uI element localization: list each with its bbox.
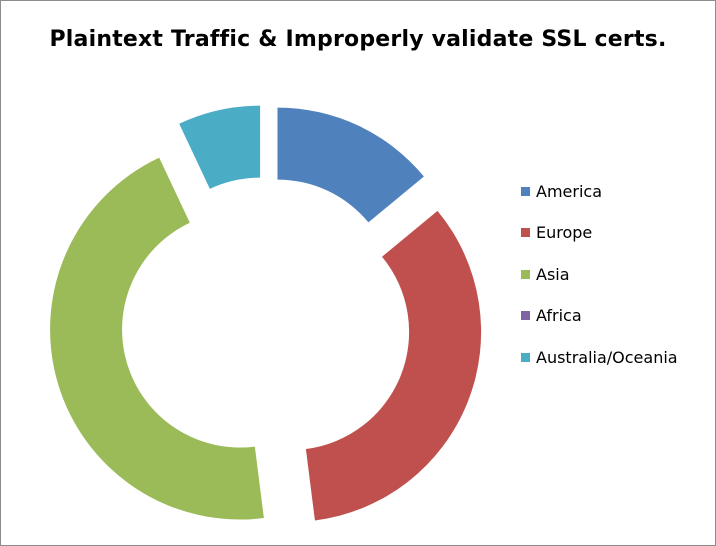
chart-legend: America Europe Asia Africa Australia/Oceania	[521, 181, 678, 389]
legend-swatch-africa	[521, 311, 530, 320]
legend-item-australia-oceania: Australia/Oceania	[521, 347, 678, 367]
legend-label-europe: Europe	[536, 223, 593, 242]
slice-australia-oceania	[179, 105, 261, 189]
chart-title: Plaintext Traffic & Improperly validate …	[49, 27, 667, 52]
slice-asia	[50, 157, 264, 520]
legend-item-africa: Africa	[521, 306, 678, 326]
slice-america	[277, 107, 424, 223]
legend-label-australia-oceania: Australia/Oceania	[536, 347, 678, 367]
legend-label-africa: Africa	[536, 306, 582, 325]
legend-item-asia: Asia	[521, 264, 678, 284]
legend-swatch-australia-oceania	[521, 352, 530, 362]
legend-label-america: America	[536, 181, 602, 201]
legend-swatch-europe	[521, 228, 530, 237]
slice-europe	[305, 210, 482, 521]
legend-swatch-america	[521, 186, 530, 196]
legend-label-asia: Asia	[536, 264, 570, 284]
legend-item-europe: Europe	[521, 223, 678, 243]
legend-swatch-asia	[521, 269, 530, 279]
legend-item-america: America	[521, 181, 678, 201]
